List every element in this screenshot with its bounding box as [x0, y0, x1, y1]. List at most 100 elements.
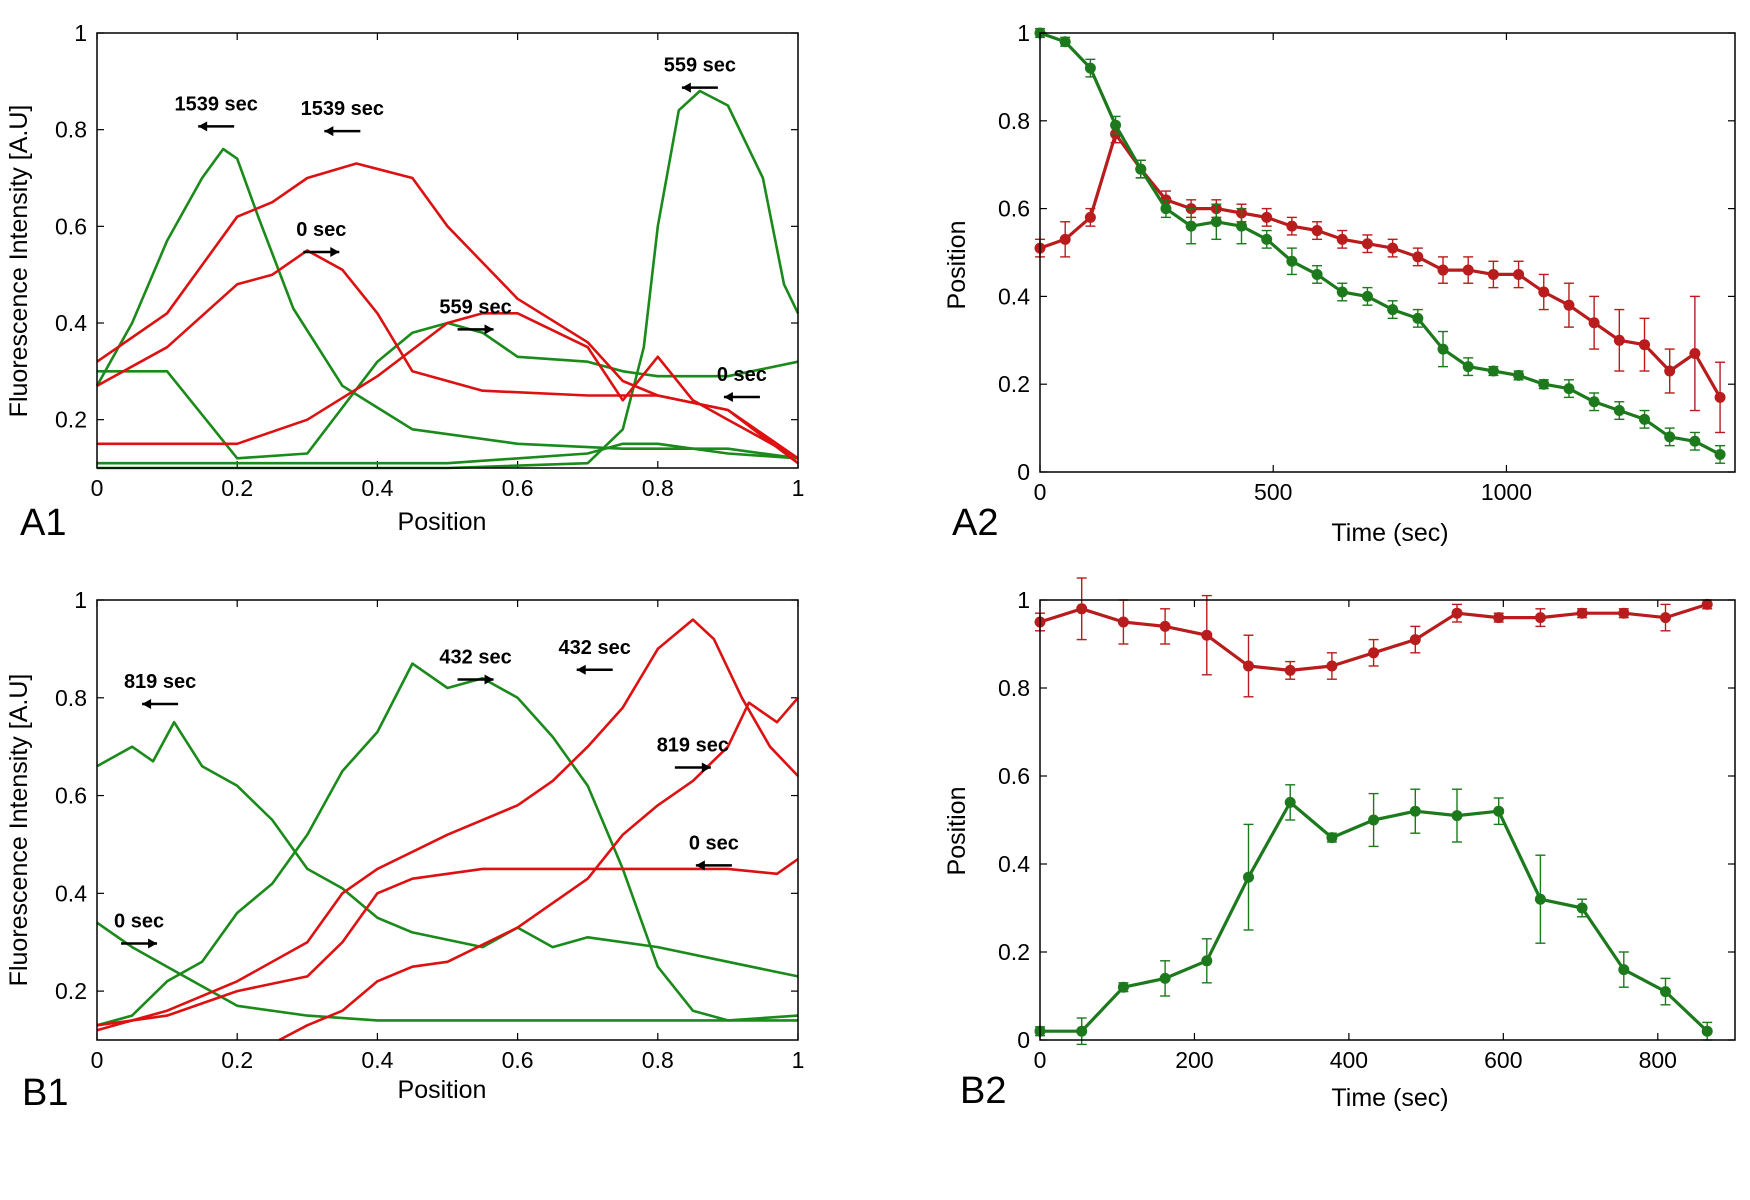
- data-point: [1059, 36, 1071, 48]
- x-tick-labels-b2: 0 200 400 600 800: [1034, 1047, 1677, 1073]
- data-point: [1563, 299, 1575, 311]
- data-point: [1437, 343, 1449, 355]
- data-point: [1437, 264, 1449, 276]
- series-line-b1-2: [96, 662, 799, 1027]
- y-axis-label-a1: Fluorescence Intensity [A.U]: [5, 105, 33, 418]
- annotation-label: 432 sec: [439, 647, 511, 669]
- annotation-arrow-head: [484, 674, 494, 685]
- panel-b2: 0 200 400 600 800 00.20.40.60.81 Time (sec) …: [943, 577, 1736, 1112]
- x-tick-label-a1: 0.4: [361, 475, 393, 501]
- data-point: [1311, 268, 1323, 280]
- x-tick-label-a2: 1000: [1481, 479, 1532, 505]
- x-tick-label-a1: 0.8: [642, 475, 674, 501]
- data-point: [1368, 814, 1380, 826]
- data-point: [1538, 378, 1550, 390]
- x-tick-labels-a1: 0 0.2 0.4 0.6 0.8 1: [91, 475, 805, 501]
- annotation-label: 1539 sec: [174, 93, 257, 115]
- data-point: [1493, 805, 1505, 817]
- data-point: [1639, 339, 1651, 351]
- data-point: [1387, 304, 1399, 316]
- series-line-b1-3: [96, 858, 799, 1027]
- data-point: [1534, 893, 1546, 905]
- x-tick-label-b2: 200: [1175, 1047, 1213, 1073]
- annotation-arrow-head: [484, 324, 494, 335]
- x-tick-label-b1: 0.8: [642, 1047, 674, 1073]
- plot-area-a1: 1539 sec 1539 sec 0 sec 559 sec 559 sec 0 sec: [95, 32, 800, 470]
- data-point: [1487, 365, 1499, 377]
- annotation-arrow-head: [148, 938, 158, 949]
- series-line-a1-5: [97, 312, 799, 460]
- data-point: [1110, 119, 1122, 131]
- data-point: [1664, 431, 1676, 443]
- data-point: [1210, 216, 1222, 228]
- series-line-b1-1: [96, 720, 799, 978]
- series-line-a1-3: [95, 147, 799, 460]
- data-point: [1689, 347, 1701, 359]
- panel-label-a1: A1: [20, 502, 66, 544]
- y-axis-label-b2: Position: [943, 787, 971, 876]
- y-tick-label-a1: 0.8: [55, 117, 87, 143]
- annotation-label: 0 sec: [717, 364, 767, 386]
- data-point: [1513, 369, 1525, 381]
- plot-area-b1: 819 sec 432 sec 432 sec 819 sec 0 sec 0 sec: [96, 599, 799, 1042]
- series-line-b1-5: [96, 618, 799, 1032]
- series-line-a1-6: [96, 162, 799, 465]
- annotation-label: 559 sec: [664, 55, 736, 77]
- plot-area-a2: [1034, 27, 1736, 473]
- panel-a1: 1539 sec 1539 sec 0 sec 559 sec 559 sec 0 sec…: [5, 20, 804, 544]
- data-point: [1660, 612, 1671, 624]
- annotation-arrow-head: [576, 664, 586, 675]
- axes-frame-a1: [96, 32, 799, 469]
- data-point: [1409, 805, 1421, 817]
- x-axis-label-a1: Position: [398, 508, 487, 536]
- data-point: [1076, 1025, 1088, 1037]
- data-point: [1284, 664, 1296, 676]
- panel-b1: 819 sec 432 sec 432 sec 819 sec 0 sec 0 sec 0…: [5, 587, 804, 1114]
- y-tick-label-a2: 1: [1017, 20, 1030, 46]
- data-point: [1462, 264, 1474, 276]
- axes-frame-b2: [1039, 599, 1736, 1041]
- data-point: [1462, 361, 1474, 373]
- data-point: [1261, 233, 1273, 245]
- series-line-a1-0: [97, 442, 799, 465]
- annotation-arrow-head: [695, 860, 705, 871]
- data-point: [1613, 334, 1625, 346]
- y-tick-label-a2: 0.2: [998, 371, 1030, 397]
- data-point: [1084, 211, 1096, 223]
- data-point: [1451, 607, 1463, 619]
- data-point: [1201, 629, 1213, 641]
- data-point: [1084, 62, 1096, 74]
- data-point: [1311, 225, 1323, 237]
- y-axis-label-a2: Position: [943, 221, 971, 310]
- data-point: [1286, 255, 1298, 267]
- x-tick-label-a2: 0: [1034, 479, 1047, 505]
- data-point: [1513, 268, 1525, 280]
- y-tick-label-b1: 0.6: [55, 783, 87, 809]
- data-point: [1412, 251, 1424, 263]
- annotation-arrow-head: [723, 392, 733, 402]
- panel-label-a2: A2: [952, 502, 998, 544]
- y-tick-label-a1: 0.4: [55, 310, 87, 336]
- annotation-label: 819 sec: [657, 735, 729, 757]
- x-tick-label-b1: 0.4: [361, 1047, 393, 1073]
- data-point: [1660, 986, 1671, 998]
- x-tick-label-b1: 0.2: [221, 1047, 253, 1073]
- x-tick-label-b2: 600: [1484, 1047, 1522, 1073]
- data-point: [1409, 634, 1421, 646]
- data-point: [1387, 242, 1399, 254]
- data-point: [1588, 396, 1600, 408]
- annotation-arrow-head: [701, 762, 711, 773]
- data-point: [1243, 871, 1254, 883]
- axes-frame-b1: [96, 599, 799, 1041]
- x-tick-label-a1: 1: [792, 475, 805, 501]
- y-tick-label-b2: 0.8: [998, 675, 1030, 701]
- x-tick-label-b2: 0: [1034, 1047, 1047, 1073]
- data-point: [1185, 220, 1197, 232]
- x-tick-label-b1: 1: [792, 1047, 805, 1073]
- data-point: [1576, 607, 1588, 619]
- annotation-label: 0 sec: [114, 911, 164, 933]
- data-point: [1326, 832, 1338, 844]
- data-point: [1412, 312, 1424, 324]
- data-point: [1059, 233, 1071, 245]
